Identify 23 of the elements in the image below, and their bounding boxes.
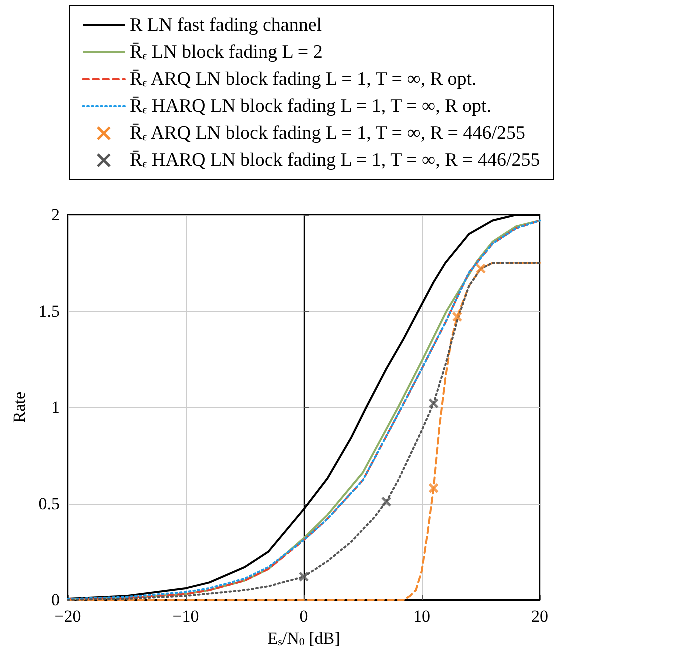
point: [298, 572, 310, 582]
x-tick-label: 0: [300, 607, 308, 626]
y-tick-label: 1.5: [38, 302, 60, 321]
point: [381, 496, 392, 508]
y-axis-title: Rate: [10, 392, 29, 424]
legend-label: R̄ϵ ARQ LN block fading L = 1, T = ∞, R opt.: [130, 69, 477, 90]
legend-label: R LN fast fading channel: [130, 15, 322, 36]
point: [428, 398, 440, 409]
y-tick-label: 0.5: [38, 494, 60, 514]
legend-label: R̄ϵ LN block fading L = 2: [130, 42, 323, 63]
y-tick-label: 2: [52, 206, 60, 224]
x-tick-label: −10: [172, 607, 200, 626]
point: [428, 483, 440, 494]
legend-label: R̄ϵ ARQ LN block fading L = 1, T = ∞, R = 446/255: [130, 123, 526, 144]
legend-label: R̄ϵ HARQ LN block fading L = 1, T = ∞, R opt.: [130, 96, 492, 117]
legend-label: R̄ϵ HARQ LN block fading L = 1, T = ∞, R = 446/255: [130, 150, 540, 171]
x-tick-label: 20: [532, 607, 548, 626]
x-tick-label: 10: [414, 607, 430, 626]
point: [452, 312, 463, 322]
point: [476, 264, 486, 274]
y-tick-label: 0: [52, 590, 60, 610]
x-tick-label: −20: [54, 607, 82, 626]
y-tick-label: 1: [52, 398, 60, 417]
